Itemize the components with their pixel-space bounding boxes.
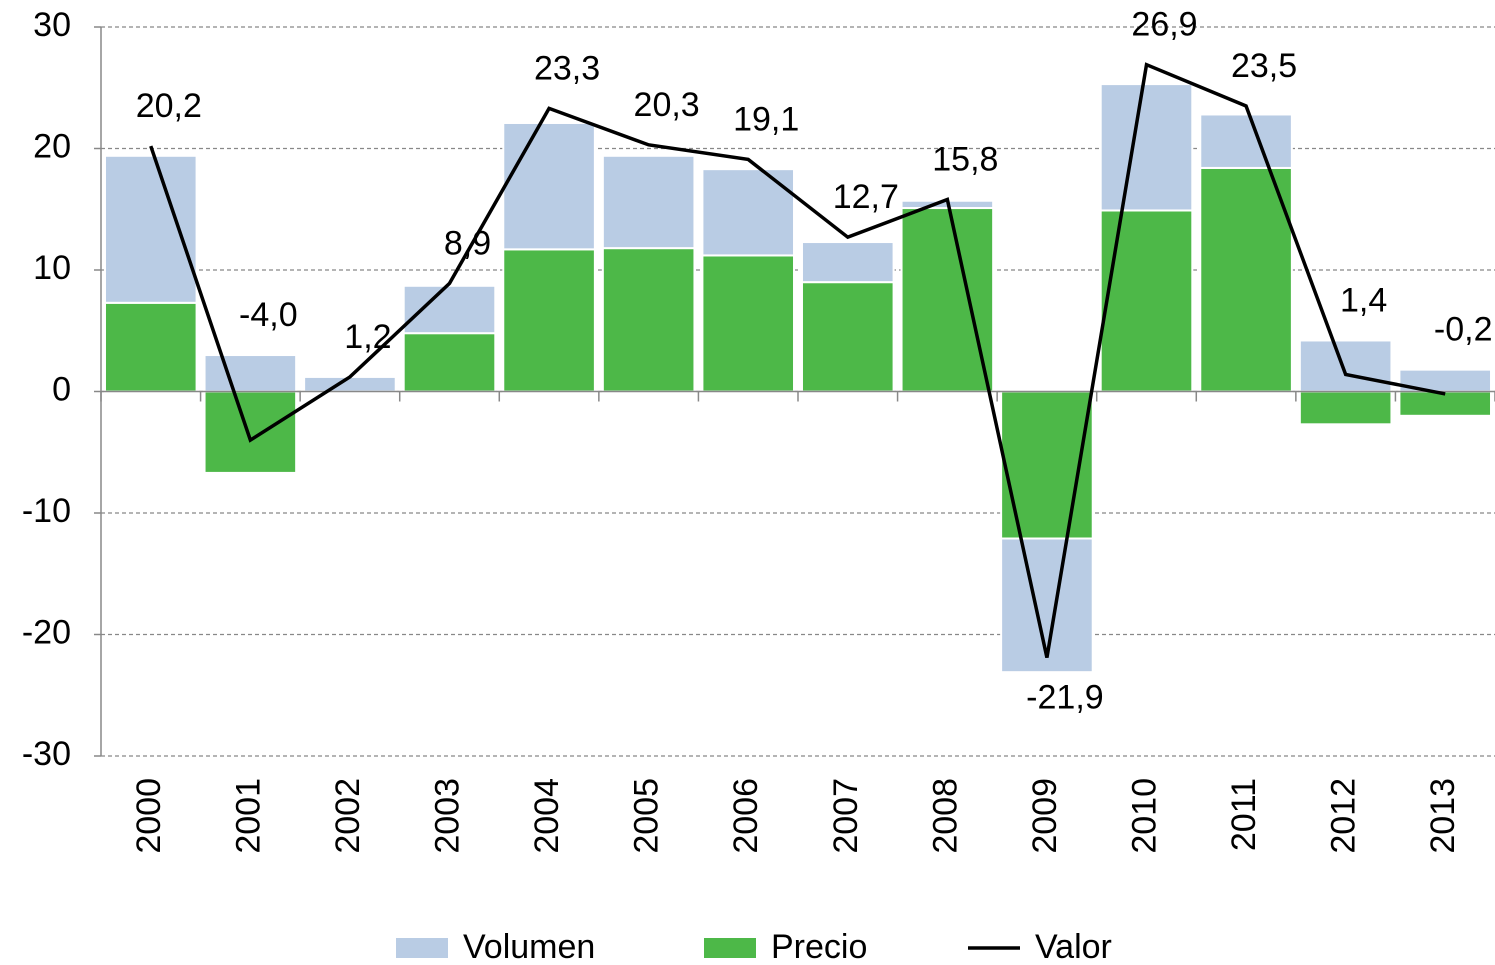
bar <box>203 390 298 474</box>
x-tick-label: 2003 <box>428 778 466 854</box>
y-tick-label: -20 <box>22 613 71 651</box>
x-tick-label: 2013 <box>1424 778 1462 854</box>
data-label: -0,2 <box>1434 311 1493 349</box>
bar <box>203 354 298 393</box>
data-label: 20,2 <box>136 87 202 125</box>
bar <box>1199 166 1293 393</box>
bar <box>402 332 497 393</box>
y-tick-label: 20 <box>33 127 71 165</box>
bar <box>1298 390 1393 426</box>
bar <box>103 154 198 304</box>
data-label: 1,4 <box>1340 281 1387 319</box>
y-tick-label: -10 <box>22 492 71 530</box>
bar <box>303 375 397 393</box>
y-tick-label: -30 <box>22 735 71 773</box>
x-tick-label: 2000 <box>130 778 168 854</box>
data-label: 26,9 <box>1131 6 1197 44</box>
bar <box>103 301 198 393</box>
legend-label: Valor <box>1035 928 1112 965</box>
x-tick-label: 2006 <box>727 778 765 854</box>
y-tick-label: 10 <box>33 249 71 287</box>
bar <box>502 121 596 251</box>
x-tick-label: 2008 <box>926 778 964 854</box>
bar <box>1099 83 1194 212</box>
legend-swatch <box>704 938 756 958</box>
x-tick-label: 2009 <box>1026 778 1064 854</box>
data-label: 19,1 <box>733 100 799 138</box>
bar <box>701 254 796 393</box>
legend-label: Precio <box>771 928 867 965</box>
legend-swatch <box>396 938 448 958</box>
data-label: 8,9 <box>444 224 491 262</box>
x-tick-label: 2007 <box>827 778 865 854</box>
data-label: 1,2 <box>344 318 391 356</box>
bar <box>601 154 696 250</box>
y-tick-label: 30 <box>33 6 71 44</box>
legend-label: Volumen <box>463 928 595 965</box>
data-label: 15,8 <box>932 141 998 179</box>
data-label: 20,3 <box>634 86 700 124</box>
bar <box>601 247 696 393</box>
bar <box>1099 209 1194 393</box>
line <box>149 62 1446 658</box>
x-tick-label: 2002 <box>329 778 367 854</box>
data-label: 23,5 <box>1231 47 1297 85</box>
x-tick-label: 2005 <box>628 778 666 854</box>
x-tick-label: 2012 <box>1325 778 1363 854</box>
x-tick-label: 2010 <box>1125 778 1163 854</box>
bar <box>800 241 895 284</box>
bar <box>701 168 796 257</box>
data-label: 12,7 <box>833 178 899 216</box>
bar <box>402 284 497 335</box>
bar <box>1199 113 1293 169</box>
x-tick-label: 2004 <box>528 778 566 854</box>
data-label: -21,9 <box>1026 679 1104 717</box>
y-tick-label: 0 <box>52 370 71 408</box>
data-label: -4,0 <box>239 296 298 334</box>
bar <box>900 207 995 393</box>
x-tick-label: 2011 <box>1225 778 1263 851</box>
data-label: 23,3 <box>534 49 600 87</box>
bar <box>1398 390 1493 417</box>
bar <box>1298 339 1393 393</box>
bar <box>502 248 596 393</box>
x-tick-label: 2001 <box>229 778 267 854</box>
bar <box>800 281 895 393</box>
